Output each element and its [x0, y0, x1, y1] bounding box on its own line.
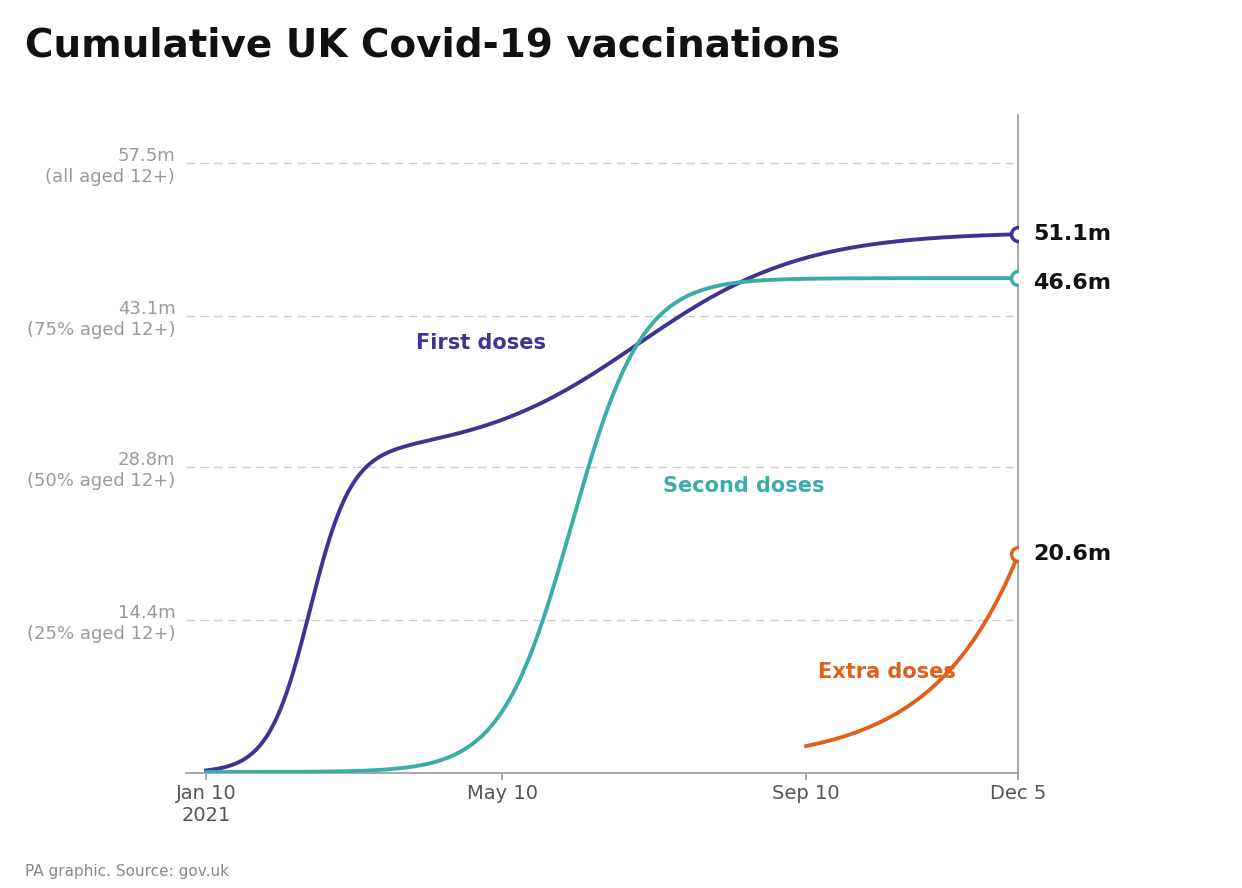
- Text: PA graphic. Source: gov.uk: PA graphic. Source: gov.uk: [25, 864, 229, 879]
- Text: Cumulative UK Covid-19 vaccinations: Cumulative UK Covid-19 vaccinations: [25, 27, 840, 65]
- Text: 20.6m: 20.6m: [1033, 544, 1112, 564]
- Text: Extra doses: Extra doses: [818, 662, 956, 682]
- Text: First doses: First doses: [416, 333, 546, 353]
- Text: 46.6m: 46.6m: [1033, 274, 1112, 293]
- Text: 51.1m: 51.1m: [1033, 225, 1112, 244]
- Text: Second doses: Second doses: [663, 476, 825, 496]
